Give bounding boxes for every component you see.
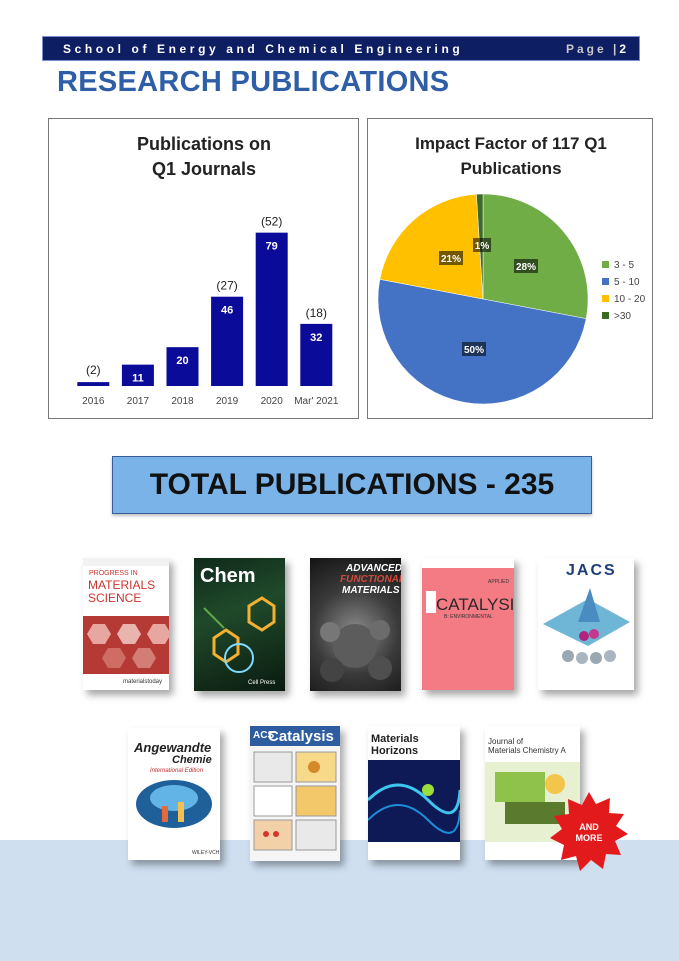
chart-title-line: Publications on bbox=[137, 134, 271, 154]
pie-slice bbox=[379, 193, 484, 300]
page-indicator: Page |2 bbox=[566, 42, 629, 56]
pie-label-box bbox=[473, 238, 491, 252]
and-more-line: MORE bbox=[576, 833, 603, 843]
bar-value-label: (2) bbox=[86, 363, 101, 377]
pie-value-label: 1% bbox=[475, 241, 490, 252]
cover-footer: materialstoday bbox=[123, 679, 163, 685]
cover-applied-catalysis-b[interactable]: APPLIED CATALYSIS B: ENVIRONMENTAL bbox=[422, 558, 514, 690]
cover-line: Materials bbox=[371, 733, 419, 745]
cover-footer: WILEY-VCH bbox=[192, 850, 220, 856]
chart-title-line: Impact Factor of 117 Q1 bbox=[415, 134, 607, 153]
page-title: RESEARCH PUBLICATIONS bbox=[57, 66, 450, 98]
x-tick-label: 2019 bbox=[216, 396, 239, 407]
school-name: School of Energy and Chemical Engineerin… bbox=[63, 42, 464, 56]
and-more-starburst: AND MORE bbox=[550, 792, 628, 871]
cover-line: PROGRESS IN bbox=[89, 570, 138, 577]
bar-annotation: (18) bbox=[306, 306, 327, 320]
x-tick-label: 2017 bbox=[127, 396, 150, 407]
chart-title-line: Q1 Journals bbox=[152, 159, 256, 179]
cover-line: Horizons bbox=[371, 745, 419, 757]
bar-value-label: 32 bbox=[310, 332, 322, 344]
cover-art bbox=[368, 760, 460, 842]
x-tick-label: 2020 bbox=[261, 396, 284, 407]
cover-jacs[interactable]: JACS bbox=[538, 558, 634, 690]
legend-label: 3 - 5 bbox=[614, 260, 634, 271]
chart-title-line: Publications bbox=[460, 159, 561, 178]
bar-value-label: 79 bbox=[266, 241, 278, 253]
cover-line: International Edition bbox=[150, 768, 204, 774]
legend-swatch bbox=[602, 312, 609, 319]
cover-line: CATALYSIS bbox=[436, 595, 514, 614]
cover-footer: Cell Press bbox=[248, 680, 276, 686]
hexagon-pattern bbox=[83, 616, 169, 674]
legend-label: 10 - 20 bbox=[614, 294, 646, 305]
cover-line: ADVANCED bbox=[346, 563, 401, 574]
legend-label: 5 - 10 bbox=[614, 277, 640, 288]
pie-label-box bbox=[439, 251, 463, 265]
cover-line: Catalysis bbox=[268, 728, 334, 745]
legend-swatch bbox=[602, 261, 609, 268]
cover-line: JACS bbox=[566, 562, 617, 579]
cover-art bbox=[253, 751, 337, 851]
cover-art bbox=[136, 780, 212, 828]
bar bbox=[121, 364, 154, 386]
pie-value-label: 28% bbox=[516, 262, 536, 273]
bar bbox=[300, 323, 333, 386]
x-tick-label: 2016 bbox=[82, 396, 105, 407]
legend-swatch bbox=[602, 278, 609, 285]
cover-acs-catalysis[interactable]: ACS Catalysis bbox=[250, 726, 340, 861]
cover-line: APPLIED bbox=[488, 579, 510, 585]
cover-line: Chemie bbox=[172, 754, 212, 766]
pie-chart-panel: Impact Factor of 117 Q1 Publications 28% 50… bbox=[367, 118, 653, 419]
bar bbox=[166, 347, 199, 386]
page-number: 2 bbox=[619, 42, 629, 56]
bar-annotation: (52) bbox=[261, 215, 282, 229]
bar bbox=[255, 232, 288, 386]
cover-line: B: ENVIRONMENTAL bbox=[444, 614, 493, 620]
and-more-line: AND bbox=[579, 822, 599, 832]
cover-line: Journal of bbox=[488, 737, 524, 746]
cover-chem[interactable]: Chem Cell Press bbox=[194, 558, 285, 691]
bar-value-label: 20 bbox=[176, 355, 188, 367]
cover-angewandte-chemie[interactable]: Angewandte Chemie International Edition … bbox=[128, 728, 220, 860]
cover-progress-materials-science[interactable]: PROGRESS IN MATERIALS SCIENCE materialst… bbox=[83, 558, 169, 690]
pie-slice bbox=[377, 279, 587, 405]
legend-label: >30 bbox=[614, 311, 631, 322]
pie-label-box bbox=[462, 342, 486, 356]
cover-art bbox=[320, 620, 392, 682]
bar bbox=[77, 382, 110, 386]
page-label: Page | bbox=[565, 42, 620, 56]
pie-chart: Impact Factor of 117 Q1 Publications 28% 50… bbox=[377, 134, 646, 405]
pie-label-box bbox=[514, 259, 538, 273]
x-tick-label: 2018 bbox=[171, 396, 194, 407]
x-tick-label: Mar' 2021 bbox=[294, 396, 339, 407]
cover-line: MATERIALS bbox=[88, 578, 156, 592]
bar-chart-panel: Publications on Q1 Journals (2) 2016 11 2017 2… bbox=[48, 118, 359, 419]
bar bbox=[211, 296, 244, 386]
cover-line: FUNCTIONAL bbox=[340, 574, 401, 585]
page-header: School of Energy and Chemical Engineerin… bbox=[42, 36, 640, 61]
cover-art bbox=[203, 596, 276, 673]
cover-advanced-functional-materials[interactable]: ADVANCED FUNCTIONAL MATERIALS bbox=[310, 558, 401, 691]
legend-swatch bbox=[602, 295, 609, 302]
bar-annotation: (27) bbox=[216, 279, 237, 293]
pie-value-label: 50% bbox=[464, 345, 484, 356]
bar-value-label: 46 bbox=[221, 305, 233, 317]
cover-line: SCIENCE bbox=[88, 591, 142, 605]
cover-line: Materials Chemistry A bbox=[488, 746, 566, 755]
cover-art bbox=[543, 588, 630, 664]
pie-value-label: 21% bbox=[441, 254, 461, 265]
cover-materials-horizons[interactable]: Materials Horizons bbox=[368, 726, 460, 860]
cover-line: MATERIALS bbox=[342, 585, 400, 596]
cover-line: Chem bbox=[200, 565, 256, 587]
total-publications-banner: TOTAL PUBLICATIONS - 235 bbox=[112, 456, 592, 514]
bar-value-label: 11 bbox=[132, 373, 144, 385]
bar-chart: Publications on Q1 Journals (2) 2016 11 2017 2… bbox=[77, 134, 339, 407]
cover-line: ACS bbox=[253, 730, 275, 741]
cover-line: Angewandte bbox=[134, 740, 212, 755]
pie-slice bbox=[482, 193, 589, 319]
